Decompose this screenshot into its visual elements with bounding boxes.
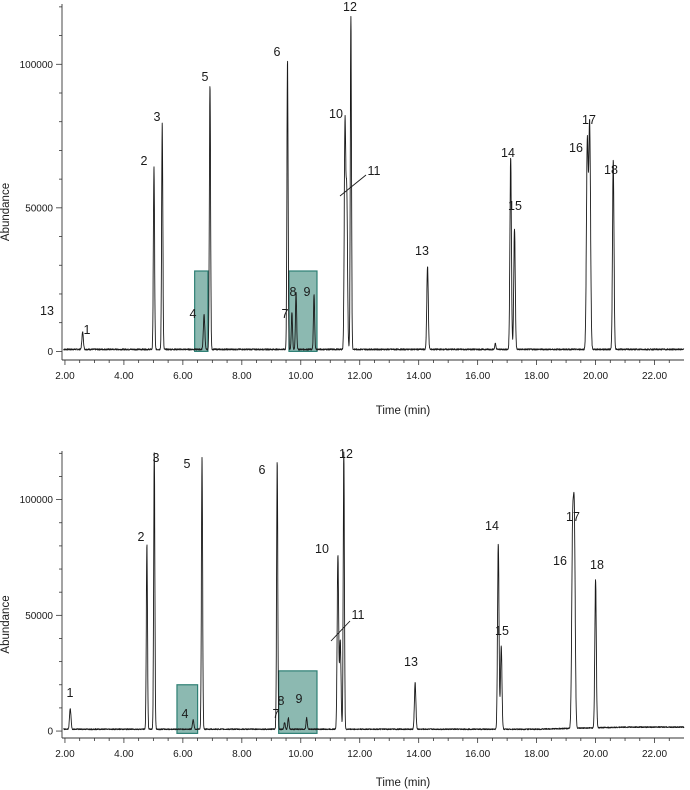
x-tick-label: 4.00 <box>114 371 134 382</box>
x-tick-label: 6.00 <box>173 371 193 382</box>
peak-label-2: 2 <box>138 530 145 544</box>
peak-label-15: 15 <box>495 624 509 638</box>
peak-label-11: 11 <box>368 164 381 178</box>
x-axis-title: Time (min) <box>376 777 431 789</box>
y-tick-label: 50000 <box>25 611 53 622</box>
x-tick-label: 10.00 <box>288 371 313 382</box>
peak-label-12: 12 <box>343 0 357 14</box>
x-tick-label: 4.00 <box>114 749 134 760</box>
x-tick-label: 8.00 <box>232 749 252 760</box>
y-tick-label: 50000 <box>25 203 53 214</box>
peak-leader-11 <box>330 620 351 642</box>
peak-label-8: 8 <box>290 285 297 299</box>
peak-label-9: 9 <box>296 692 303 706</box>
peak-label-15: 15 <box>508 199 522 213</box>
x-tick-label: 12.00 <box>347 371 372 382</box>
x-tick-label: 22.00 <box>642 371 667 382</box>
peak-label-9: 9 <box>304 285 311 299</box>
x-tick-label: 14.00 <box>406 749 431 760</box>
peak-leader-11 <box>339 174 367 197</box>
y-tick-label: 0 <box>47 347 53 358</box>
peak-label-12: 12 <box>339 447 353 461</box>
x-tick-label: 12.00 <box>347 749 372 760</box>
y-tick-label: 0 <box>47 727 53 738</box>
peak-label-11: 11 <box>352 608 365 622</box>
peak-label-6: 6 <box>274 45 281 59</box>
peak-label-10: 10 <box>315 542 329 556</box>
y-axis-title: Abundance <box>0 183 12 241</box>
x-tick-label: 8.00 <box>232 371 252 382</box>
x-tick-label: 20.00 <box>583 749 608 760</box>
peak-label-1: 1 <box>84 323 91 337</box>
peak-label-13: 13 <box>415 244 429 258</box>
peak-label-3: 3 <box>153 451 160 465</box>
x-tick-label: 20.00 <box>583 371 608 382</box>
highlight-box-1 <box>194 270 209 352</box>
x-tick-label: 22.00 <box>642 749 667 760</box>
x-tick-label: 14.00 <box>406 371 431 382</box>
x-tick-label: 16.00 <box>465 371 490 382</box>
peak-label-4: 4 <box>182 707 189 721</box>
chromatogram-trace <box>63 451 685 731</box>
peak-label-16: 16 <box>553 554 567 568</box>
peak-label-3: 3 <box>154 110 161 124</box>
y-tick-label: 100000 <box>20 60 54 71</box>
x-tick-label: 18.00 <box>524 749 549 760</box>
peak-label-2: 2 <box>141 154 148 168</box>
peak-label-17: 17 <box>566 510 580 524</box>
peak-label-14: 14 <box>485 519 499 533</box>
peak-label-8: 8 <box>278 694 285 708</box>
peak-label-13: 13 <box>404 655 418 669</box>
x-tick-label: 18.00 <box>524 371 549 382</box>
x-tick-label: 6.00 <box>173 749 193 760</box>
chromatogram-trace <box>63 15 685 351</box>
peak-label-1: 1 <box>67 686 74 700</box>
peak-label-5: 5 <box>184 457 191 471</box>
peak-label-18: 18 <box>590 558 604 572</box>
peak-label-16: 16 <box>569 141 583 155</box>
peak-label-14: 14 <box>501 146 515 160</box>
peak-label-4: 4 <box>190 307 197 321</box>
peak-label-7: 7 <box>273 707 280 721</box>
x-tick-label: 16.00 <box>465 749 490 760</box>
y-axis-title: Abundance <box>0 595 12 653</box>
peak-label-10: 10 <box>329 107 343 121</box>
x-axis-title: Time (min) <box>376 405 431 417</box>
peak-label-6: 6 <box>259 463 266 477</box>
y-axis-note: 13 <box>40 304 54 318</box>
peak-label-5: 5 <box>202 70 209 84</box>
x-tick-label: 2.00 <box>55 371 75 382</box>
peak-label-17: 17 <box>582 113 596 127</box>
peak-label-7: 7 <box>282 307 289 321</box>
peak-label-18: 18 <box>604 163 618 177</box>
x-tick-label: 2.00 <box>55 749 75 760</box>
x-tick-label: 10.00 <box>288 749 313 760</box>
y-tick-label: 100000 <box>20 495 54 506</box>
